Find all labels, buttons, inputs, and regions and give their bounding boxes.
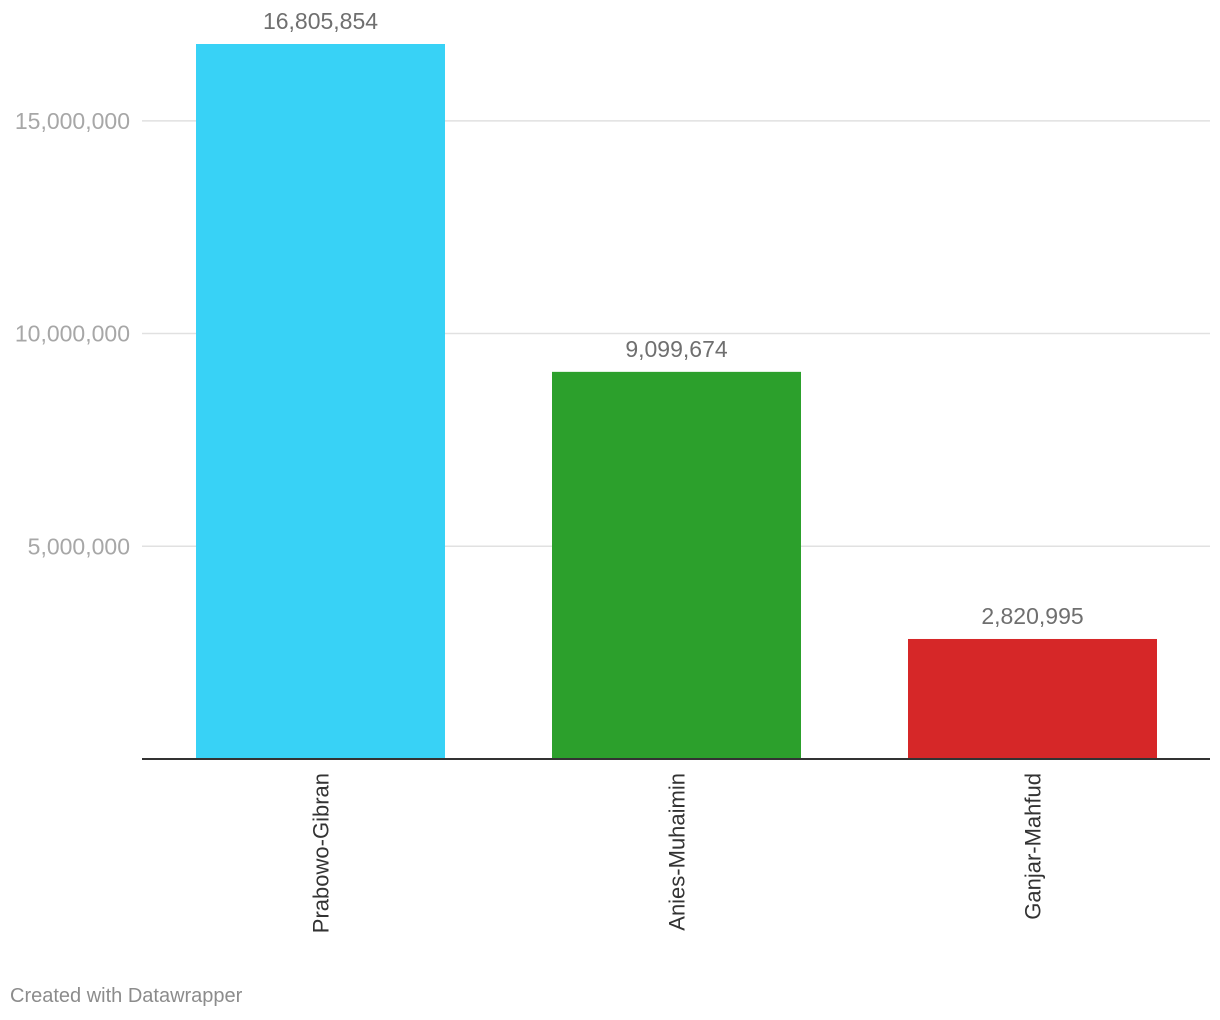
x-category-label: Prabowo-Gibran [309,773,334,933]
bars [196,44,1157,759]
credit-text: Created with Datawrapper [10,985,243,1007]
value-labels: 16,805,854 9,099,674 2,820,995 [263,8,1084,629]
bar-prabowo-gibran [196,44,445,759]
x-category-label: Anies-Muhaimin [665,773,690,931]
bar-value-label: 2,820,995 [981,603,1083,629]
bar-value-label: 16,805,854 [263,8,378,34]
y-axis-tick-labels: 5,000,000 10,000,000 15,000,000 [15,108,130,559]
y-tick-label: 15,000,000 [15,108,130,134]
x-axis-category-labels: Prabowo-Gibran Anies-Muhaimin Ganjar-Mahfu… [309,773,1046,933]
x-category-label: Ganjar-Mahfud [1021,773,1046,920]
bar-ganjar-mahfud [908,638,1157,759]
y-tick-label: 10,000,000 [15,321,130,347]
bar-anies-muhaimin [552,371,801,759]
y-tick-label: 5,000,000 [28,533,130,559]
bar-value-label: 9,099,674 [625,336,728,362]
